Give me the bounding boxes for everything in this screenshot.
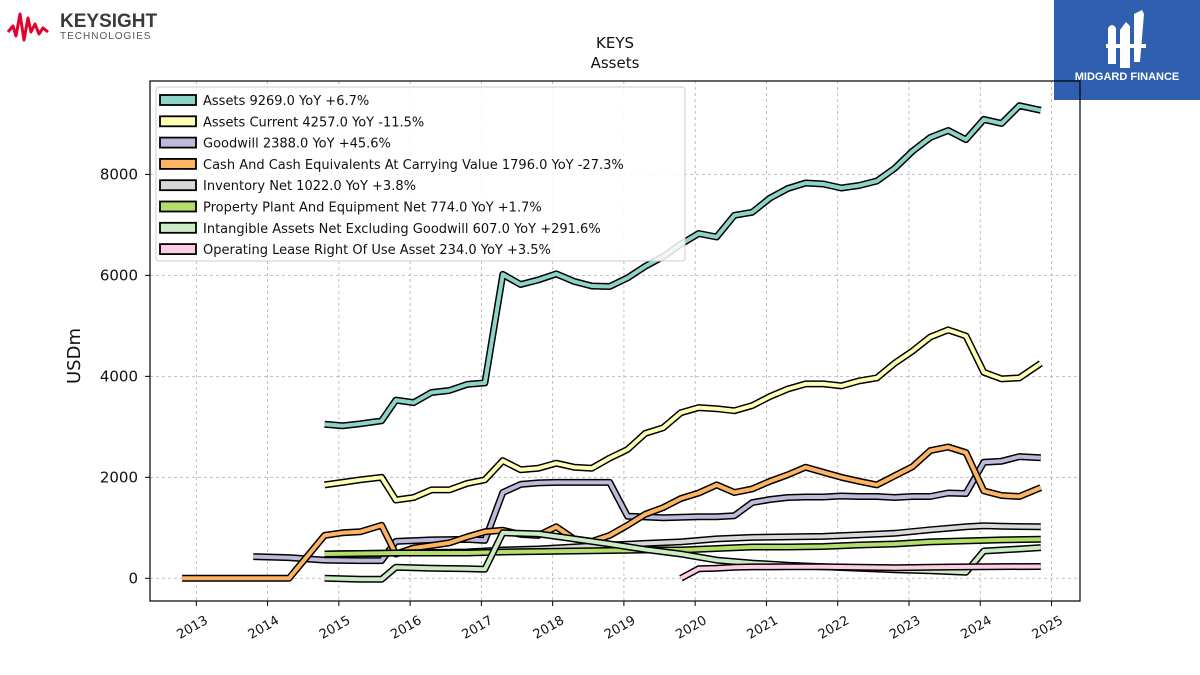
x-tick-label: 2017	[460, 613, 496, 643]
x-tick-label: 2016	[388, 613, 424, 643]
keysight-logo-mark: KEYSIGHT TECHNOLOGIES	[6, 11, 158, 42]
x-tick-label: 2022	[816, 613, 852, 643]
series-7	[679, 563, 1041, 582]
legend-item: Assets Current 4257.0 YoY -11.5%	[159, 115, 424, 130]
x-tick-label: 2014	[246, 613, 282, 643]
x-tick-label: 2020	[673, 613, 709, 643]
legend-label: Inventory Net 1022.0 YoY +3.8%	[203, 179, 416, 194]
x-tick-label: 2024	[958, 613, 994, 643]
series-5	[324, 535, 1041, 558]
keysight-sub: TECHNOLOGIES	[60, 31, 151, 42]
series-6	[324, 529, 1042, 583]
legend-label: Property Plant And Equipment Net 774.0 Y…	[203, 201, 542, 216]
series-line	[324, 327, 1042, 502]
series-3	[182, 443, 1043, 582]
legend: Assets 9269.0 YoY +6.7% Assets Current 42…	[155, 86, 686, 262]
midgard-finance-logo: MIDGARD FINANCE	[1054, 0, 1200, 100]
series-2	[253, 453, 1041, 565]
keysight-logo: KEYSIGHT TECHNOLOGIES	[6, 6, 176, 46]
x-tick-label: 2021	[745, 613, 781, 643]
series-line	[253, 454, 1041, 563]
legend-item: Cash And Cash Equivalents At Carrying Va…	[159, 157, 624, 173]
legend-item: Goodwill 2388.0 YoY +45.6%	[159, 136, 391, 152]
midgard-logo-mark: MIDGARD FINANCE	[1075, 10, 1180, 83]
series-line	[182, 445, 1042, 581]
legend-swatch	[159, 94, 197, 106]
midgard-name: MIDGARD FINANCE	[1075, 71, 1180, 83]
series-1	[324, 326, 1043, 504]
legend-swatch	[159, 243, 197, 256]
x-tick-label: 2023	[887, 613, 923, 643]
legend-item: Intangible Assets Net Excluding Goodwill…	[159, 221, 601, 237]
legend-label: Goodwill 2388.0 YoY +45.6%	[203, 137, 391, 152]
x-tick-label: 2019	[602, 613, 638, 643]
legend-label: Cash And Cash Equivalents At Carrying Va…	[203, 158, 624, 173]
series-line	[679, 564, 1041, 581]
series-line	[324, 530, 1041, 582]
legend-label: Assets Current 4257.0 YoY -11.5%	[203, 115, 424, 130]
midgard-emblem-icon	[1106, 10, 1146, 68]
series-line-outline	[324, 326, 1043, 504]
waveform-icon	[6, 12, 49, 42]
legend-item: Assets 9269.0 YoY +6.7%	[159, 94, 369, 109]
legend-label: Assets 9269.0 YoY +6.7%	[203, 94, 369, 109]
y-tick-label: 6000	[100, 266, 138, 284]
x-tick-label: 2013	[174, 613, 210, 643]
plot-frame	[149, 80, 1081, 602]
legend-swatch	[159, 221, 197, 234]
legend-item: Property Plant And Equipment Net 774.0 Y…	[159, 200, 542, 216]
y-axis-label: USDm	[64, 328, 85, 384]
x-tick-label: 2018	[531, 613, 567, 643]
legend-swatch	[159, 179, 197, 192]
keysight-name: KEYSIGHT	[60, 11, 158, 32]
legend-label: Operating Lease Right Of Use Asset 234.0…	[203, 243, 551, 258]
x-tick-label: 2025	[1030, 613, 1066, 643]
legend-label: Intangible Assets Net Excluding Goodwill…	[203, 222, 601, 237]
y-tick-label: 2000	[100, 468, 138, 486]
chart-subtitle: Assets	[591, 54, 640, 72]
x-tick-label: 2015	[317, 613, 353, 643]
legend-swatch	[159, 115, 197, 128]
y-tick-label: 0	[128, 569, 138, 587]
legend-swatch	[159, 136, 197, 149]
y-tick-label: 8000	[100, 165, 138, 183]
legend-swatch	[159, 157, 197, 170]
series-line	[324, 537, 1041, 556]
chart-title: KEYS	[596, 34, 634, 52]
legend-item: Inventory Net 1022.0 YoY +3.8%	[159, 179, 416, 194]
y-tick-label: 4000	[100, 367, 138, 385]
legend-item: Operating Lease Right Of Use Asset 234.0…	[159, 243, 551, 258]
legend-swatch	[159, 200, 197, 213]
legend-box	[155, 86, 686, 262]
